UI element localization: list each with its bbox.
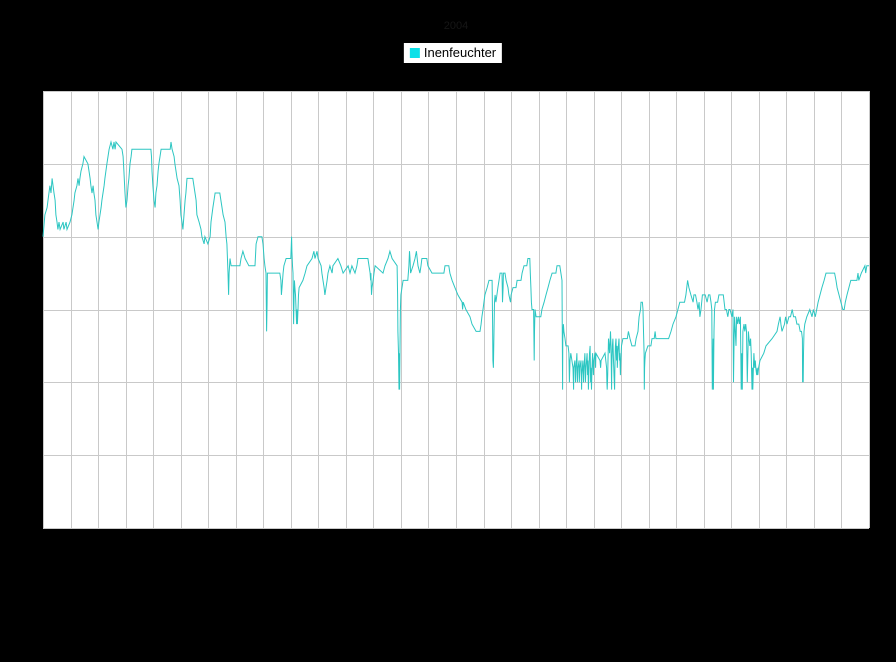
legend-label: Inenfeuchter: [423, 45, 497, 60]
gridlines: [43, 91, 870, 529]
legend-swatch-icon: [409, 48, 420, 58]
series-line-inenfeuchter: [42, 140, 869, 390]
legend: Inenfeuchter: [403, 43, 503, 63]
chart-title: 2004: [443, 20, 469, 32]
